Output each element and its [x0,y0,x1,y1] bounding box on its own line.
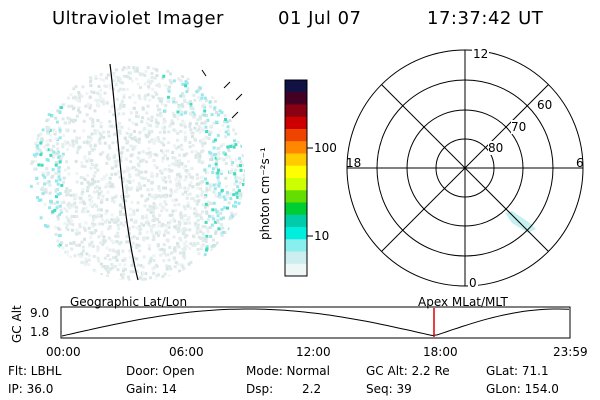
mlt-label-18: 18 [346,156,362,170]
colorbar-tick-100: 100 [314,141,337,155]
colorbar-cell [285,251,307,265]
dsp-info-label: Dsp: [246,382,274,396]
dsp-info-value: 2.2 [302,382,322,396]
colorbar-cell [285,190,307,203]
colorbar-cell [285,214,307,228]
gc-alt-info: GC Alt: 2.2 Re [366,364,450,378]
mlt-label-6: 6 [576,156,584,170]
lat-label-80: 80 [488,141,504,155]
altitude-timeline [60,306,571,339]
colorbar-cell [285,227,307,240]
flt-info: Flt: LBHL [8,364,62,378]
colorbar-cell [285,263,307,277]
colorbar-cell [285,116,307,130]
instrument-title: Ultraviolet Imager [52,8,224,29]
colorbar-cell [285,92,307,105]
timeline-right-title: Apex MLat/MLT [418,295,508,309]
date-label: 01 Jul 07 [278,8,362,29]
polar-mlat-mlt-plot [346,49,584,287]
colorbar-cell [285,239,307,252]
mlt-label-0: 0 [468,276,478,290]
colorbar-cell [285,165,307,179]
colorbar-cell [285,80,307,93]
timeline-xtick-0: 00:00 [46,345,81,359]
colorbar-cell [285,178,307,191]
colorbar-cell [285,129,307,142]
glon-info: GLon: 154.0 [486,382,559,396]
time-label: 17:37:42 UT [427,8,544,29]
door-info: Door: Open [126,364,195,378]
colorbar-unit-label: photon cm⁻²s⁻¹ [258,147,272,240]
limb-tick-marks [201,69,243,119]
timeline-xtick-3: 18:00 [423,345,458,359]
colorbar-cell [285,153,307,167]
gain-info: Gain: 14 [126,382,177,396]
colorbar-cell [285,141,307,154]
timeline-y-label: GC Alt [10,305,24,343]
colorbar-tick-10: 10 [314,229,330,243]
mlt-label-12: 12 [472,47,490,61]
timeline-ytick-9: 9.0 [30,306,50,320]
mode-info: Mode: Normal [246,364,330,378]
seq-info: Seq: 39 [366,382,412,396]
lat-label-70: 70 [511,120,527,134]
timeline-ytick-1-8: 1.8 [30,325,50,339]
colorbar-cell [285,104,307,118]
colorbar [284,79,313,277]
timeline-xtick-2: 12:00 [296,345,331,359]
timeline-xtick-1: 06:00 [169,345,204,359]
timeline-left-title: Geographic Lat/Lon [70,295,188,309]
colorbar-cell [285,202,307,216]
glat-info: GLat: 71.1 [486,364,549,378]
polar-emission-patch [505,211,536,233]
lat-label-60: 60 [537,98,553,112]
altitude-curve [61,308,570,337]
terminator-line [109,63,139,281]
polar-diag-2 [381,84,549,252]
timeline-xtick-4: 23:59 [553,345,588,359]
uv-image-disk [29,63,245,281]
ip-info: IP: 36.0 [8,382,54,396]
